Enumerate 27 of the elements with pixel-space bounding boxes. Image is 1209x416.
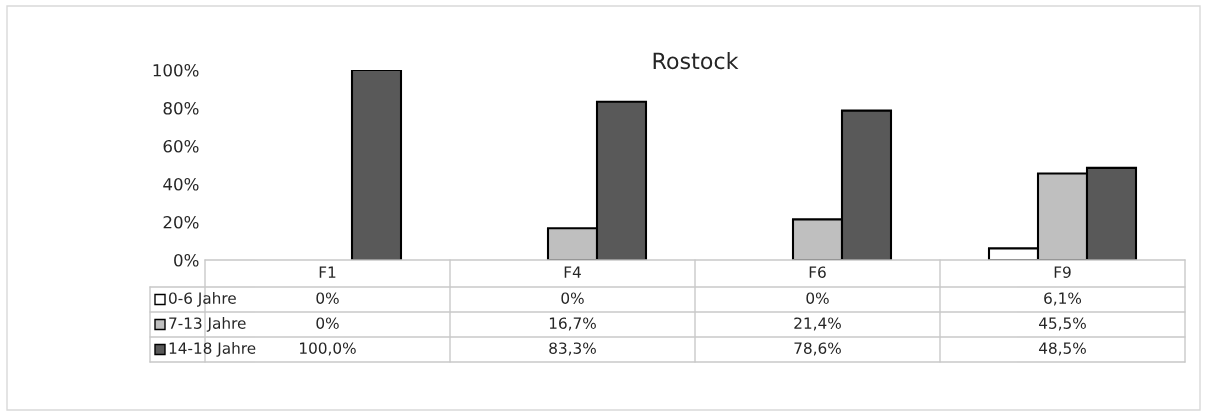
bar: [350, 70, 403, 260]
data-label: 83,3%: [549, 342, 596, 356]
y-tick-label: 100%: [153, 63, 199, 77]
data-label: 48,5%: [1038, 342, 1086, 356]
data-label: 16,7%: [549, 317, 596, 331]
legend-label: 7-13 Jahre: [169, 317, 246, 332]
y-tick-label: 20%: [163, 215, 199, 229]
y-tick-label: 0%: [174, 253, 199, 267]
data-label: 78,6%: [794, 342, 841, 356]
chart-title: Rostock: [653, 52, 739, 70]
data-label: 45,5%: [1038, 317, 1086, 331]
data-label: 0%: [561, 292, 584, 304]
data-label: 6,1%: [1044, 292, 1082, 306]
y-tick-label: 80%: [163, 101, 199, 115]
x-tick-label: F9: [1054, 266, 1071, 278]
legend-label: 14-18 Jahre: [169, 342, 256, 357]
data-label: 0%: [806, 292, 829, 304]
y-tick-label: 40%: [163, 177, 199, 191]
data-label: 100,0%: [300, 342, 356, 356]
data-label: 21,4%: [794, 317, 841, 331]
data-label: 0%: [316, 292, 339, 304]
legend-label: 0-6 Jahre: [169, 292, 236, 307]
x-tick-label: F4: [564, 266, 581, 278]
x-tick-label: F6: [809, 266, 826, 278]
x-tick-label: F1: [319, 266, 336, 278]
data-label: 0%: [316, 317, 339, 329]
y-tick-label: 60%: [163, 139, 199, 153]
